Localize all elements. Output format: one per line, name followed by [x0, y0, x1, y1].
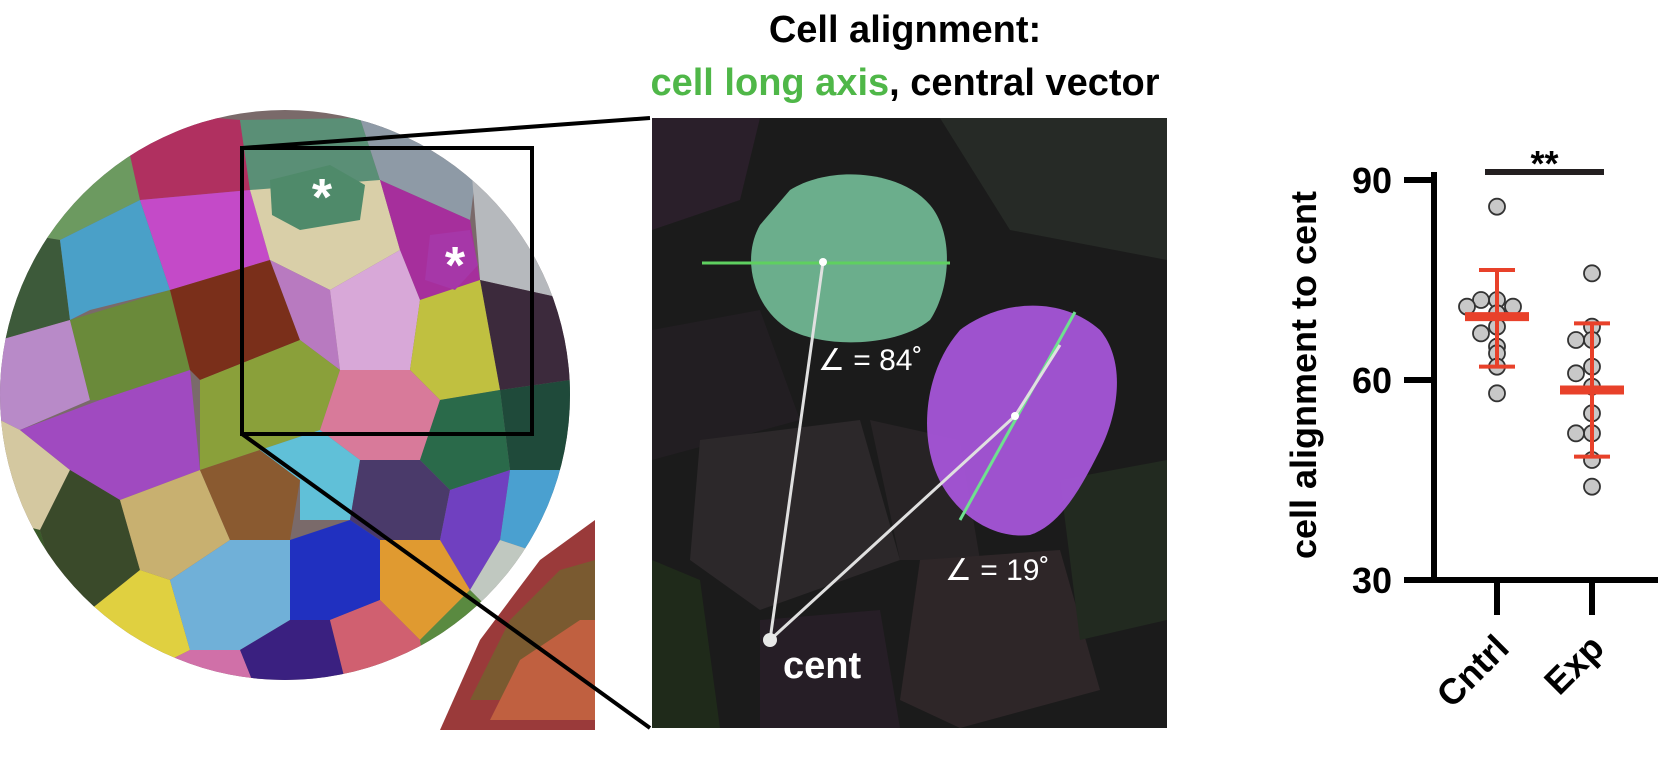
- figure-title: Cell alignment:: [769, 9, 1041, 51]
- cent-label: cent: [783, 645, 861, 687]
- purple-cell: [927, 305, 1117, 536]
- x-category-label: Cntrl: [1428, 627, 1516, 715]
- data-point: [1567, 364, 1585, 383]
- central-vector-purple: [768, 414, 1017, 642]
- angle-label-84: ∠ = 84˚: [818, 344, 922, 377]
- significance-label: **: [1530, 143, 1558, 184]
- y-tick-label: 30: [1352, 560, 1392, 601]
- angle-label-19: ∠ = 19˚: [945, 554, 1049, 587]
- data-point: [1583, 477, 1601, 496]
- y-tick-label: 90: [1352, 160, 1392, 201]
- data-point: [1567, 424, 1585, 443]
- figure-subtitle: cell long axis, central vector: [650, 62, 1159, 104]
- cent-point: [763, 633, 777, 647]
- alignment-chart: 30 60 90 Cntrl Exp ** cell alignment to cen…: [1283, 143, 1658, 715]
- subtitle-long-axis: cell long axis: [650, 62, 889, 104]
- teal-cell: [751, 174, 947, 343]
- data-point: [1472, 324, 1490, 343]
- data-point: [1472, 291, 1490, 309]
- y-axis-label: cell alignment to cent: [1283, 191, 1324, 559]
- y-tick-label: 60: [1352, 360, 1392, 401]
- subtitle-separator: ,: [889, 62, 900, 104]
- zoom-connector-top: [241, 116, 651, 150]
- data-point: [1488, 197, 1506, 216]
- segmented-sphere-image: * *: [0, 110, 595, 730]
- zoom-connector-bottom: [240, 432, 652, 730]
- data-point: [1488, 384, 1506, 403]
- x-category-label: Exp: [1536, 627, 1612, 703]
- data-point: [1567, 331, 1585, 349]
- zoomed-cells-image: ∠ = 84˚ ∠ = 19˚ cent: [652, 118, 1167, 728]
- data-point: [1583, 264, 1601, 283]
- subtitle-central-vector: central vector: [900, 62, 1160, 104]
- central-vector-teal: [768, 261, 825, 641]
- asterisk-marker-2: *: [445, 237, 466, 295]
- asterisk-marker-1: *: [312, 169, 333, 227]
- inset-box: [240, 146, 534, 436]
